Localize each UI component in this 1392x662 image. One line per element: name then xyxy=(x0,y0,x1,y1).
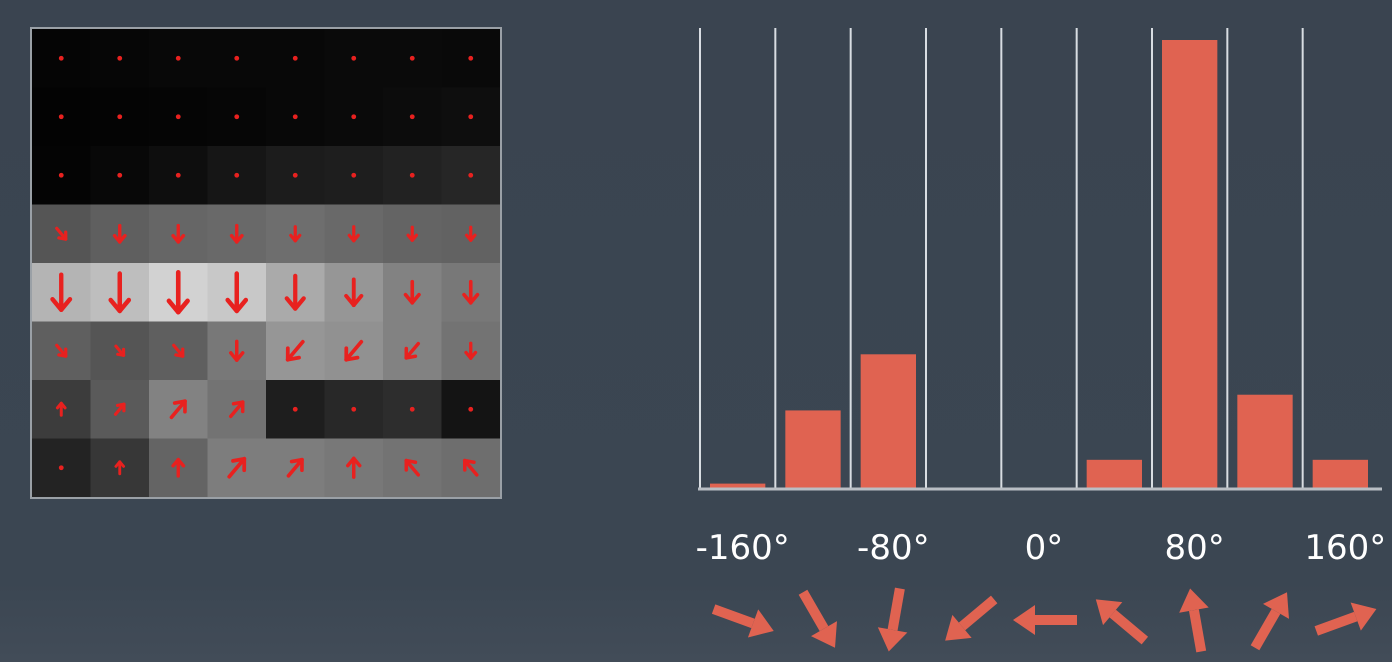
gradient-arrow xyxy=(285,339,305,362)
gradient-dot xyxy=(58,114,64,120)
gradient-dot xyxy=(117,172,123,178)
gradient-arrow xyxy=(404,341,421,360)
gradient-arrow xyxy=(462,279,480,305)
gradient-dot xyxy=(175,55,181,61)
gradient-arrow xyxy=(55,226,68,241)
gradient-arrow xyxy=(171,223,186,244)
bar-160 xyxy=(1312,459,1368,489)
gradient-dot xyxy=(58,465,64,471)
arrow-up-left-steep-icon xyxy=(798,589,837,648)
gradient-arrow xyxy=(169,399,187,420)
tick-label--80: -80° xyxy=(857,528,930,568)
gradient-cells xyxy=(32,29,500,497)
gradient-dot xyxy=(117,114,123,120)
bar--120 xyxy=(785,410,841,489)
gradient-arrow xyxy=(112,223,127,244)
gradient-dot xyxy=(175,114,181,120)
tick-label-0: 0° xyxy=(1025,528,1064,568)
gradient-dot xyxy=(351,114,357,120)
tick-labels: -160° -80° 0° 80° 160° xyxy=(696,528,1387,568)
tick-label-80: 80° xyxy=(1165,528,1225,568)
arrow-down-icon xyxy=(1179,588,1209,653)
arrow-left-down-icon xyxy=(1314,602,1377,636)
gradient-arrow xyxy=(464,225,477,242)
gradient-dot xyxy=(234,172,240,178)
gradient-dot xyxy=(234,55,240,61)
gradient-arrow xyxy=(289,225,302,243)
gradient-arrow xyxy=(108,271,132,314)
bar-40 xyxy=(1086,459,1142,489)
gradient-dot xyxy=(292,172,298,178)
gradient-dot xyxy=(468,406,474,412)
gradient-arrow xyxy=(406,225,419,242)
gradient-arrow xyxy=(286,457,304,478)
gradient-dot xyxy=(351,55,357,61)
gradient-grid xyxy=(30,27,502,499)
gradient-arrow xyxy=(403,279,421,305)
gradient-dot xyxy=(58,172,64,178)
gradient-dot xyxy=(58,55,64,61)
gradient-dot xyxy=(468,55,474,61)
gradient-arrow xyxy=(229,223,244,244)
gradient-arrow xyxy=(404,458,421,477)
gradient-arrow xyxy=(55,401,67,417)
tick-label-160: 160° xyxy=(1304,528,1386,568)
gradient-arrow xyxy=(284,273,306,311)
gradient-dot xyxy=(234,114,240,120)
gradient-arrow xyxy=(229,339,245,362)
gradient-arrow xyxy=(50,272,73,312)
gradient-arrow xyxy=(228,400,245,419)
bar-120 xyxy=(1237,394,1293,489)
gradient-arrow xyxy=(346,456,362,479)
gradient-dot xyxy=(292,406,298,412)
arrow-up-right-icon xyxy=(945,595,998,641)
gradient-arrow xyxy=(114,344,126,357)
gradient-dot xyxy=(117,55,123,61)
arrow-up-left-icon xyxy=(711,604,774,638)
arrow-down-right-icon xyxy=(1095,599,1149,645)
gradient-dot xyxy=(351,406,357,412)
gradient-arrow xyxy=(227,456,247,479)
bar--80 xyxy=(860,354,916,489)
gradient-dot xyxy=(468,114,474,120)
gradient-dot xyxy=(409,172,415,178)
gradient-arrow xyxy=(55,343,68,358)
gradient-dot xyxy=(409,406,415,412)
gradient-dot xyxy=(292,114,298,120)
gridlines xyxy=(699,28,1304,489)
gradient-arrow xyxy=(347,225,360,243)
arrow-down-left-icon xyxy=(1250,592,1289,651)
gradient-arrow xyxy=(344,277,364,308)
arrow-right-icon xyxy=(1013,605,1077,635)
arrow-up-icon xyxy=(877,587,908,652)
direction-arrows xyxy=(711,587,1377,653)
gradient-arrow xyxy=(462,458,479,477)
tick-label--160: -160° xyxy=(696,528,790,568)
gradient-arrow xyxy=(464,341,478,360)
gradient-arrow xyxy=(172,343,185,358)
gradient-arrow xyxy=(171,457,186,478)
gradient-dot xyxy=(292,55,298,61)
gradient-arrow xyxy=(113,402,126,416)
orientation-histogram: -160° -80° 0° 80° 160° xyxy=(696,28,1387,653)
histogram-bars xyxy=(710,40,1368,489)
gradient-arrow xyxy=(114,460,126,476)
bar-80 xyxy=(1162,40,1218,489)
bar--160 xyxy=(710,483,766,489)
gradient-arrow xyxy=(344,339,364,362)
gradient-dot xyxy=(468,172,474,178)
gradient-arrow xyxy=(225,271,249,314)
gradient-dot xyxy=(409,55,415,61)
gradient-dot xyxy=(175,172,181,178)
gradient-dot xyxy=(351,172,357,178)
gradient-arrow xyxy=(166,270,190,315)
gradient-dot xyxy=(409,114,415,120)
